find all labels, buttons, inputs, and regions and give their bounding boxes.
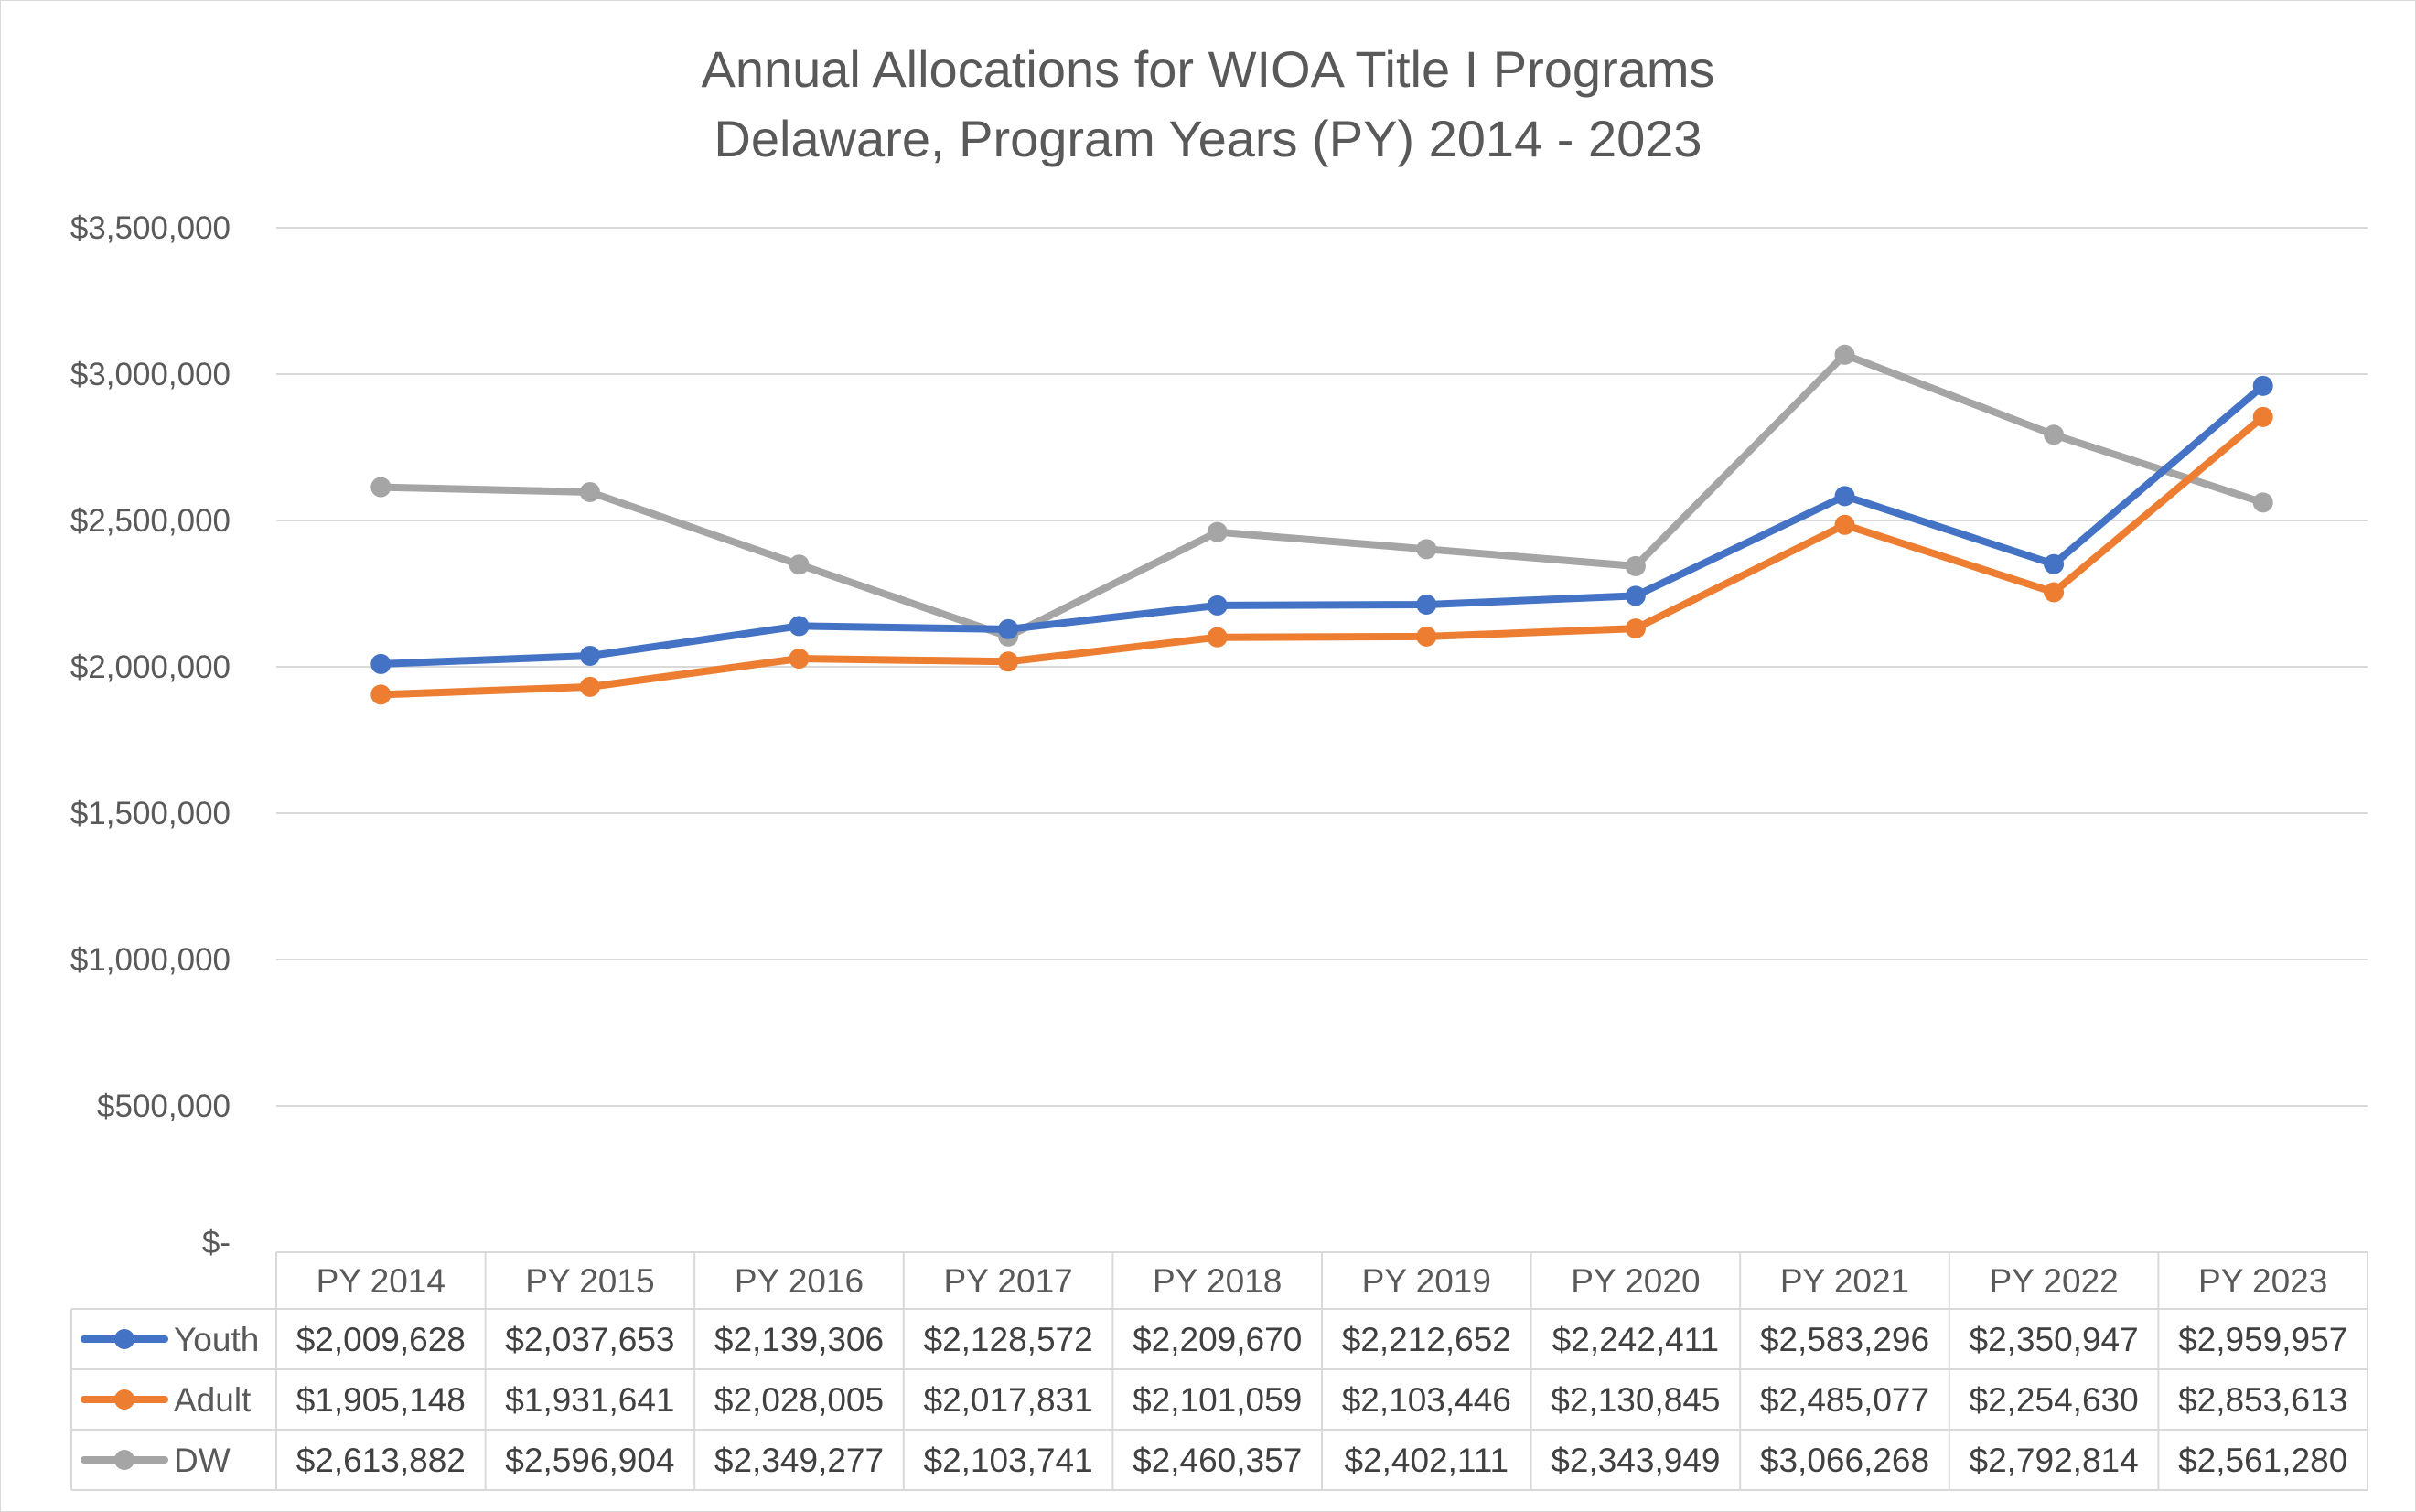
table-cell-value: $2,349,277 (714, 1442, 884, 1479)
table-cell-value: $2,583,296 (1760, 1321, 1929, 1358)
y-tick-label: $2,500,000 (70, 503, 231, 539)
table-cell-value: $2,350,947 (1970, 1321, 2139, 1358)
data-point-adult (370, 684, 392, 705)
x-category-label: PY 2023 (2198, 1262, 2327, 1300)
table-cell-value: $2,959,957 (2178, 1321, 2347, 1358)
table-cell-value: $2,792,814 (1970, 1442, 2139, 1479)
data-point-adult (579, 676, 600, 697)
series-line-adult (377, 413, 2267, 699)
data-point-youth (789, 616, 810, 637)
data-point-adult (1834, 514, 1855, 535)
table-cell-value: $2,561,280 (2178, 1442, 2347, 1479)
y-tick-label: $3,000,000 (70, 357, 231, 392)
table-cell-value: $2,128,572 (924, 1321, 1093, 1358)
table-cell-value: $2,212,652 (1342, 1321, 1511, 1358)
legend-label-dw: DW (174, 1442, 231, 1479)
table-cell-value: $2,853,613 (2178, 1381, 2347, 1419)
table-cell-value: $2,343,949 (1551, 1442, 1720, 1479)
data-point-youth (370, 653, 392, 674)
x-category-label: PY 2015 (525, 1262, 654, 1300)
y-tick-label: $1,000,000 (70, 942, 231, 978)
data-point-dw (789, 554, 810, 575)
chart-title: Annual Allocations for WIOA Title I Prog… (701, 40, 1715, 98)
table-cell-value: $2,028,005 (714, 1381, 884, 1419)
series-lines (370, 344, 2273, 705)
table-cell-value: $2,242,411 (1552, 1321, 1719, 1358)
data-point-adult (1207, 627, 1228, 648)
table-cell-value: $2,209,670 (1133, 1321, 1302, 1358)
x-category-label: PY 2014 (317, 1262, 446, 1300)
table-cell-value: $2,254,630 (1970, 1381, 2139, 1419)
table-cell-value: $2,037,653 (505, 1321, 674, 1358)
table-cell-value: $2,009,628 (296, 1321, 466, 1358)
y-tick-label: $3,500,000 (70, 210, 231, 246)
table-cell-value: $2,596,904 (505, 1442, 674, 1479)
x-category-label: PY 2022 (1989, 1262, 2118, 1300)
table-cell-value: $2,613,882 (296, 1442, 466, 1479)
data-point-adult (1625, 618, 1646, 639)
x-category-label: PY 2018 (1153, 1262, 1282, 1300)
table-cell-value: $2,402,111 (1344, 1442, 1509, 1479)
data-point-dw (2252, 492, 2273, 513)
data-table: PY 2014 PY 2015 PY 2016 PY 2017 PY 2018 PY 20… (70, 1251, 2368, 1491)
table-cell-value: $2,101,059 (1133, 1381, 1302, 1419)
data-point-youth (579, 645, 600, 666)
chart-subtitle: Delaware, Program Years (PY) 2014 - 2023 (714, 110, 1702, 167)
y-axis-tick-labels: $- $500,000 $1,000,000 $1,500,000 $2,000,000… (70, 210, 231, 1260)
table-cell-value: $2,130,845 (1551, 1381, 1720, 1419)
data-point-adult (2044, 582, 2065, 603)
legend-key-marker (114, 1329, 134, 1349)
data-point-youth (2044, 553, 2065, 574)
data-point-dw (2044, 424, 2065, 445)
legend-label-adult: Adult (174, 1381, 252, 1419)
x-category-label: PY 2021 (1780, 1262, 1909, 1300)
table-cell-value: $2,103,741 (924, 1442, 1093, 1479)
legend-label-youth: Youth (174, 1321, 259, 1358)
x-category-label: PY 2016 (735, 1262, 864, 1300)
data-point-youth (1834, 486, 1855, 507)
y-tick-label: $1,500,000 (70, 796, 231, 831)
table-cell-value: $2,460,357 (1133, 1442, 1302, 1479)
data-point-youth (1625, 585, 1646, 606)
table-cell-value: $1,905,148 (296, 1381, 466, 1419)
data-point-youth (1207, 595, 1228, 616)
series-line-youth (377, 381, 2267, 668)
y-tick-label: $500,000 (97, 1088, 231, 1124)
legend-key-marker (114, 1389, 134, 1410)
table-cell-value: $1,931,641 (505, 1381, 674, 1419)
table-cell-value: $2,485,077 (1760, 1381, 1929, 1419)
x-category-label: PY 2020 (1571, 1262, 1700, 1300)
x-category-label: PY 2019 (1362, 1262, 1491, 1300)
table-cell-value: $2,103,446 (1342, 1381, 1511, 1419)
data-point-youth (2252, 375, 2273, 396)
data-point-dw (579, 481, 600, 502)
data-point-adult (998, 651, 1019, 672)
data-point-dw (1834, 344, 1855, 365)
data-point-youth (1416, 594, 1437, 615)
data-point-dw (1625, 555, 1646, 576)
y-tick-label: $2,000,000 (70, 649, 231, 685)
data-point-adult (2252, 406, 2273, 427)
data-point-youth (998, 618, 1019, 639)
data-point-dw (1207, 521, 1228, 542)
table-cell-value: $2,017,831 (924, 1381, 1093, 1419)
data-point-adult (789, 649, 810, 670)
y-tick-label: $- (202, 1225, 231, 1260)
legend-key-marker (114, 1450, 134, 1470)
data-point-dw (370, 477, 392, 498)
table-cell-value: $2,139,306 (714, 1321, 884, 1358)
gridlines (276, 227, 2368, 1107)
series-line-dw (377, 350, 2267, 640)
data-point-dw (1416, 539, 1437, 560)
x-category-label: PY 2017 (943, 1262, 1072, 1300)
data-point-adult (1416, 626, 1437, 647)
table-cell-value: $3,066,268 (1760, 1442, 1929, 1479)
